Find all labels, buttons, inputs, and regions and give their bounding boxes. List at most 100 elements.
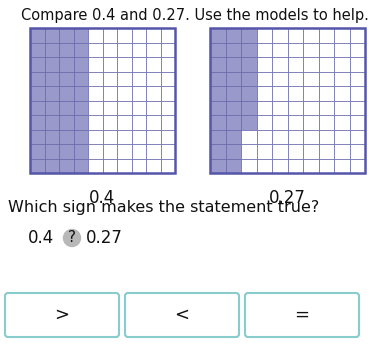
- Bar: [272, 159, 287, 173]
- Bar: [257, 130, 272, 144]
- Bar: [319, 159, 334, 173]
- Text: Which sign makes the statement true?: Which sign makes the statement true?: [8, 200, 319, 215]
- Bar: [59, 101, 73, 115]
- Text: 0.27: 0.27: [86, 229, 123, 247]
- Bar: [161, 159, 175, 173]
- Bar: [210, 144, 225, 159]
- Text: =: =: [294, 306, 310, 324]
- Bar: [319, 130, 334, 144]
- Bar: [117, 115, 131, 130]
- Bar: [161, 28, 175, 42]
- Bar: [103, 86, 117, 101]
- Bar: [161, 42, 175, 57]
- Bar: [287, 115, 303, 130]
- Bar: [73, 28, 88, 42]
- Bar: [117, 159, 131, 173]
- Bar: [88, 72, 103, 86]
- Bar: [319, 57, 334, 72]
- Bar: [44, 86, 59, 101]
- Bar: [146, 101, 161, 115]
- Bar: [349, 130, 365, 144]
- Bar: [44, 57, 59, 72]
- Text: 0.27: 0.27: [269, 189, 306, 207]
- Bar: [334, 28, 349, 42]
- Bar: [225, 72, 241, 86]
- Bar: [131, 115, 146, 130]
- Bar: [272, 72, 287, 86]
- Bar: [225, 42, 241, 57]
- Bar: [287, 86, 303, 101]
- Bar: [210, 101, 225, 115]
- Bar: [319, 144, 334, 159]
- Text: >: >: [55, 306, 69, 324]
- Bar: [241, 130, 257, 144]
- Bar: [319, 86, 334, 101]
- Bar: [103, 144, 117, 159]
- Bar: [30, 159, 44, 173]
- Bar: [88, 130, 103, 144]
- Bar: [349, 86, 365, 101]
- Bar: [287, 72, 303, 86]
- Bar: [73, 86, 88, 101]
- Bar: [146, 86, 161, 101]
- Bar: [349, 42, 365, 57]
- Bar: [349, 57, 365, 72]
- Bar: [88, 86, 103, 101]
- Bar: [257, 144, 272, 159]
- Bar: [210, 57, 225, 72]
- Bar: [334, 57, 349, 72]
- Bar: [73, 159, 88, 173]
- Bar: [161, 57, 175, 72]
- Bar: [131, 42, 146, 57]
- Text: 0.4: 0.4: [89, 189, 115, 207]
- Bar: [30, 130, 44, 144]
- Bar: [210, 130, 225, 144]
- Bar: [30, 57, 44, 72]
- Bar: [225, 28, 241, 42]
- Bar: [319, 115, 334, 130]
- Bar: [225, 86, 241, 101]
- Bar: [210, 115, 225, 130]
- Bar: [272, 101, 287, 115]
- Text: 0.4: 0.4: [28, 229, 54, 247]
- Bar: [73, 72, 88, 86]
- Bar: [59, 115, 73, 130]
- Bar: [146, 115, 161, 130]
- Bar: [257, 159, 272, 173]
- Bar: [257, 101, 272, 115]
- Bar: [30, 28, 175, 173]
- Bar: [73, 115, 88, 130]
- Bar: [103, 57, 117, 72]
- Bar: [225, 130, 241, 144]
- Bar: [161, 144, 175, 159]
- Bar: [272, 28, 287, 42]
- Bar: [131, 159, 146, 173]
- Bar: [241, 72, 257, 86]
- Bar: [303, 86, 319, 101]
- Bar: [210, 28, 365, 173]
- Bar: [272, 115, 287, 130]
- Bar: [210, 86, 225, 101]
- Bar: [146, 130, 161, 144]
- Bar: [117, 144, 131, 159]
- Bar: [161, 101, 175, 115]
- Bar: [303, 115, 319, 130]
- Bar: [88, 115, 103, 130]
- Bar: [334, 144, 349, 159]
- Bar: [241, 115, 257, 130]
- Bar: [59, 57, 73, 72]
- Bar: [117, 86, 131, 101]
- Bar: [334, 42, 349, 57]
- Bar: [146, 28, 161, 42]
- Bar: [103, 159, 117, 173]
- Bar: [257, 115, 272, 130]
- Bar: [319, 101, 334, 115]
- Bar: [241, 86, 257, 101]
- Bar: [303, 28, 319, 42]
- Bar: [117, 42, 131, 57]
- Bar: [88, 144, 103, 159]
- Bar: [210, 159, 225, 173]
- Bar: [210, 28, 225, 42]
- Text: Compare 0.4 and 0.27. Use the models to help.: Compare 0.4 and 0.27. Use the models to …: [21, 8, 369, 23]
- Bar: [303, 42, 319, 57]
